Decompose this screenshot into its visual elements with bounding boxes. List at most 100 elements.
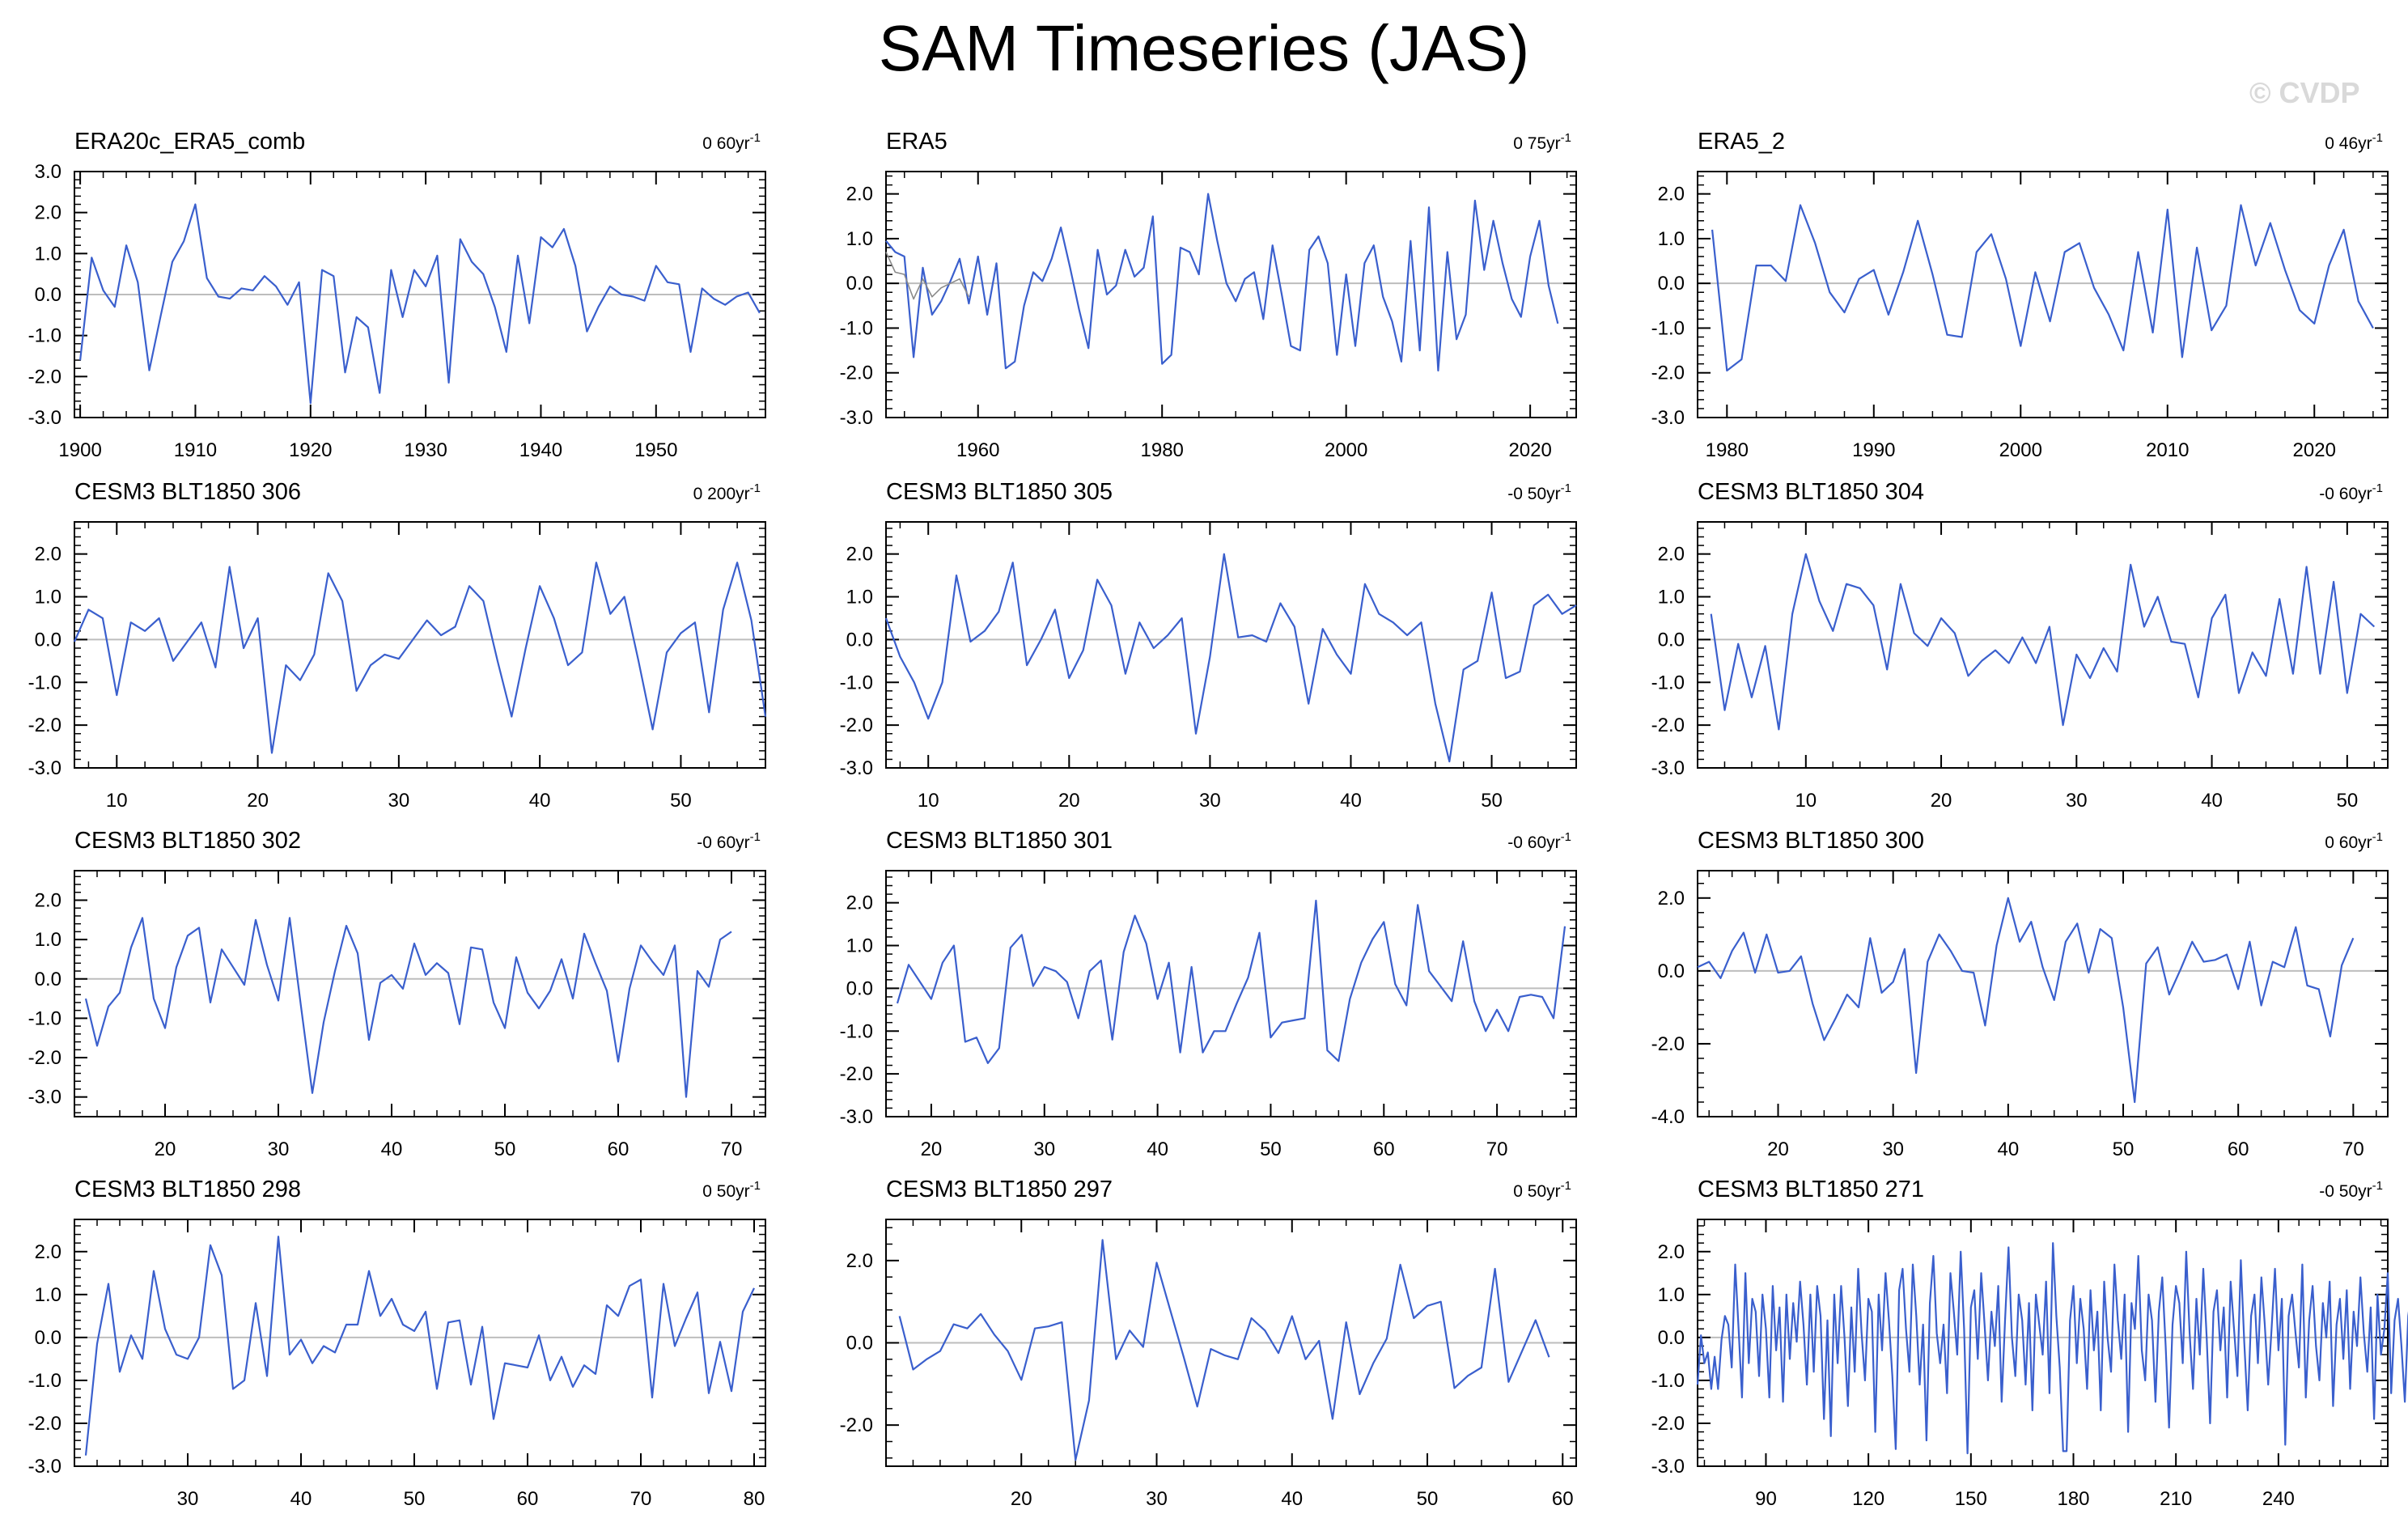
panel-title: ERA5 (886, 129, 948, 155)
x-tick-label: 90 (1755, 1488, 1777, 1510)
series-line (896, 899, 1566, 1065)
chart-panel-4: 10 20 30 40 50 -3.0 -2.0 -1.0 0.0 1.0 2.0 CESM3 BLT… (28, 479, 767, 812)
x-tick-label: 1960 (956, 439, 999, 461)
trend-unit: yr (1546, 833, 1561, 852)
y-tick-label: 1.0 (1658, 1284, 1685, 1306)
series-line (84, 917, 732, 1098)
x-tick-label: 50 (670, 790, 692, 812)
y-tick-label: -3.0 (28, 757, 61, 779)
chart-panel-11: 20 30 40 50 60 -2.0 0.0 2.0 CESM3 BLT1850 297 0 5… (840, 1177, 1577, 1510)
y-tick-label: -1.0 (1651, 1370, 1685, 1392)
x-tick-label: 20 (1767, 1139, 1789, 1160)
trend-unit: yr (1546, 1182, 1561, 1201)
y-tick-label: -2.0 (840, 714, 873, 736)
trend-unit: yr (1546, 134, 1561, 153)
x-tick-label: 20 (1058, 790, 1080, 812)
trend-value: -0 60 (697, 833, 736, 852)
y-tick-label: 2.0 (846, 544, 873, 566)
x-tick-label: 20 (1011, 1488, 1032, 1510)
y-tick-label: 0.0 (1658, 1327, 1685, 1349)
y-tick-label: 0.0 (1658, 629, 1685, 651)
x-tick-label: 60 (1373, 1139, 1395, 1160)
plot-frame (885, 171, 1577, 418)
x-tick-label: 60 (1552, 1488, 1574, 1510)
plot-frame (1697, 870, 2389, 1117)
trend-exponent: -1 (2372, 1179, 2383, 1193)
y-tick-label: 1.0 (846, 228, 873, 250)
plot-frame (885, 521, 1577, 769)
series-line (1697, 897, 2355, 1104)
x-tick-label: 20 (247, 790, 269, 812)
y-tick-label: 2.0 (35, 889, 61, 911)
x-tick-label: 2020 (1508, 439, 1551, 461)
y-tick-label: -4.0 (1651, 1106, 1685, 1128)
trend-label: 0 200yr-1 (693, 481, 761, 503)
y-tick-label: 3.0 (35, 161, 61, 183)
panel-title: CESM3 BLT1850 302 (74, 828, 301, 854)
y-tick-label: 0.0 (846, 977, 873, 999)
plot-frame (74, 1219, 766, 1467)
trend-label: 0 60yr-1 (2325, 830, 2383, 852)
panel-title: CESM3 BLT1850 298 (74, 1177, 301, 1202)
x-tick-label: 1920 (289, 439, 332, 461)
trend-label: 0 50yr-1 (1513, 1179, 1571, 1201)
x-tick-label: 1900 (58, 439, 101, 461)
series-line (884, 553, 1577, 763)
y-tick-label: 0.0 (846, 1333, 873, 1355)
watermark: © CVDP (2249, 76, 2360, 109)
trend-label: 0 46yr-1 (2325, 131, 2383, 153)
y-tick-label: -3.0 (28, 1456, 61, 1478)
y-tick-label: 0.0 (1658, 273, 1685, 295)
trend-label: -0 60yr-1 (697, 830, 761, 852)
x-tick-label: 40 (2201, 790, 2223, 812)
series-line (898, 1239, 1550, 1461)
x-tick-label: 1980 (1706, 439, 1749, 461)
x-tick-label: 20 (1931, 790, 1952, 812)
trend-value: -0 60 (1507, 833, 1546, 852)
trend-unit: yr (1546, 485, 1561, 503)
x-tick-label: 70 (2342, 1139, 2364, 1160)
trend-exponent: -1 (750, 481, 761, 495)
x-tick-label: 30 (177, 1488, 199, 1510)
trend-value: 0 200 (693, 485, 736, 503)
trend-label: -0 60yr-1 (2319, 481, 2383, 503)
x-tick-label: 50 (1260, 1139, 1282, 1160)
trend-value: 0 46 (2325, 134, 2358, 153)
y-tick-label: 1.0 (35, 929, 61, 951)
y-tick-label: 1.0 (1658, 228, 1685, 250)
y-tick-label: -3.0 (840, 1106, 873, 1128)
chart-panel-2: 1960 1980 2000 2020 -3.0 -2.0 -1.0 0.0 1.0 2.0 ERA… (840, 129, 1577, 461)
trend-value: 0 60 (702, 134, 736, 153)
y-tick-label: 2.0 (846, 184, 873, 206)
x-tick-label: 1980 (1141, 439, 1184, 461)
trend-label: -0 60yr-1 (1507, 830, 1571, 852)
x-tick-label: 80 (744, 1488, 765, 1510)
reference-series-line (885, 252, 970, 300)
y-tick-label: 0.0 (846, 273, 873, 295)
trend-unit: yr (2358, 485, 2372, 503)
plot-frame (1697, 521, 2389, 769)
trend-exponent: -1 (1561, 481, 1571, 495)
x-tick-label: 50 (2113, 1139, 2135, 1160)
trend-unit: yr (736, 1182, 750, 1201)
y-tick-label: -2.0 (1651, 1033, 1685, 1055)
trend-exponent: -1 (2372, 830, 2383, 844)
y-tick-label: -2.0 (1651, 363, 1685, 384)
trend-label: 0 75yr-1 (1513, 131, 1571, 153)
x-tick-label: 210 (2160, 1488, 2192, 1510)
x-tick-label: 10 (1795, 790, 1817, 812)
y-tick-label: -2.0 (28, 366, 61, 388)
trend-value: -0 50 (1507, 485, 1546, 503)
trend-label: -0 50yr-1 (2319, 1179, 2383, 1201)
x-tick-label: 30 (1146, 1488, 1168, 1510)
y-tick-label: -2.0 (28, 1413, 61, 1435)
y-tick-label: 0.0 (35, 969, 61, 990)
x-tick-label: 50 (494, 1139, 516, 1160)
chart-panel-6: 10 20 30 40 50 -3.0 -2.0 -1.0 0.0 1.0 2.0 CESM3 BLT… (1651, 479, 2389, 812)
trend-exponent: -1 (2372, 481, 2383, 495)
y-tick-label: -1.0 (28, 1370, 61, 1392)
y-tick-label: -2.0 (840, 363, 873, 384)
trend-exponent: -1 (1561, 131, 1571, 145)
x-tick-label: 1910 (174, 439, 217, 461)
y-tick-label: 1.0 (35, 243, 61, 265)
